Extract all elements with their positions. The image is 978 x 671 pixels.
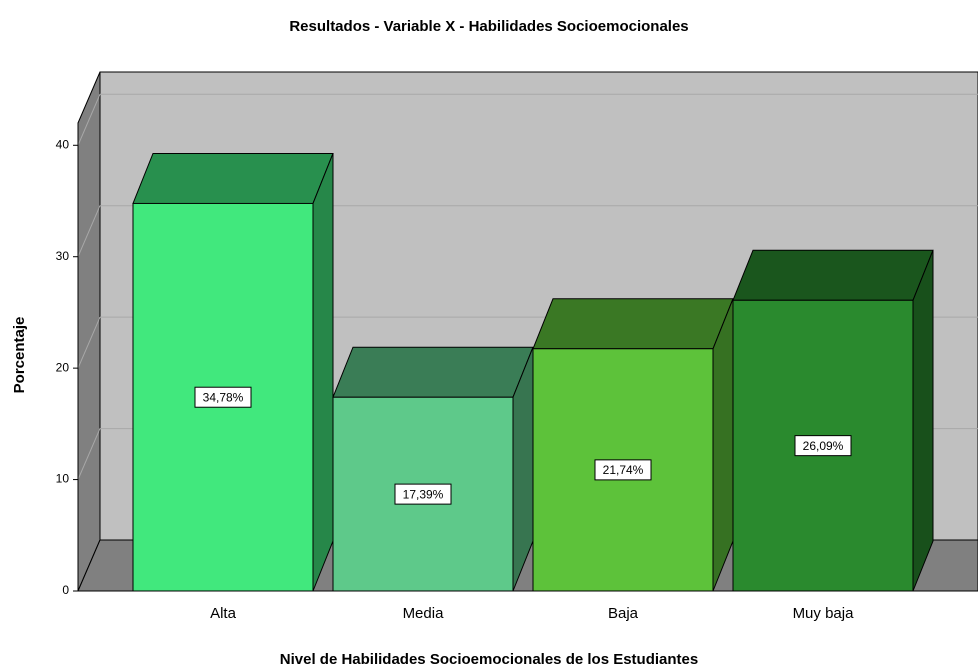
y-tick-label: 30 <box>56 249 70 263</box>
bar-side <box>312 153 334 592</box>
x-tick-label: Baja <box>608 605 639 622</box>
bar-side <box>712 298 734 592</box>
value-label: 26,09% <box>803 439 844 453</box>
x-tick-label: Alta <box>210 605 237 622</box>
value-label: 21,74% <box>603 463 644 477</box>
value-label: 17,39% <box>403 487 444 501</box>
value-label-box <box>794 435 852 457</box>
y-tick-label: 20 <box>56 360 70 374</box>
value-label-box <box>594 459 652 481</box>
y-tick-label: 40 <box>56 137 70 151</box>
value-label-box <box>394 483 452 505</box>
bar-top <box>732 249 934 301</box>
value-label-box <box>194 386 252 408</box>
bar-side <box>912 250 934 592</box>
grid-line <box>77 428 101 480</box>
y-axis-label: Porcentaje <box>11 317 28 394</box>
x-tick-label: Muy baja <box>793 605 855 622</box>
bar-top <box>132 152 334 204</box>
y-tick-label: 0 <box>62 583 69 597</box>
bar-top <box>332 346 534 398</box>
side-wall <box>77 71 101 592</box>
grid-line <box>77 205 101 257</box>
value-label: 34,78% <box>203 390 244 404</box>
x-tick-label: Media <box>403 605 445 622</box>
grid-line <box>77 316 101 369</box>
chart-title: Resultados - Variable X - Habilidades So… <box>289 18 688 35</box>
bar-top <box>532 298 734 350</box>
grid-line <box>77 94 101 146</box>
y-tick-label: 10 <box>56 472 70 486</box>
x-axis-label: Nivel de Habilidades Socioemocionales de… <box>280 651 698 668</box>
